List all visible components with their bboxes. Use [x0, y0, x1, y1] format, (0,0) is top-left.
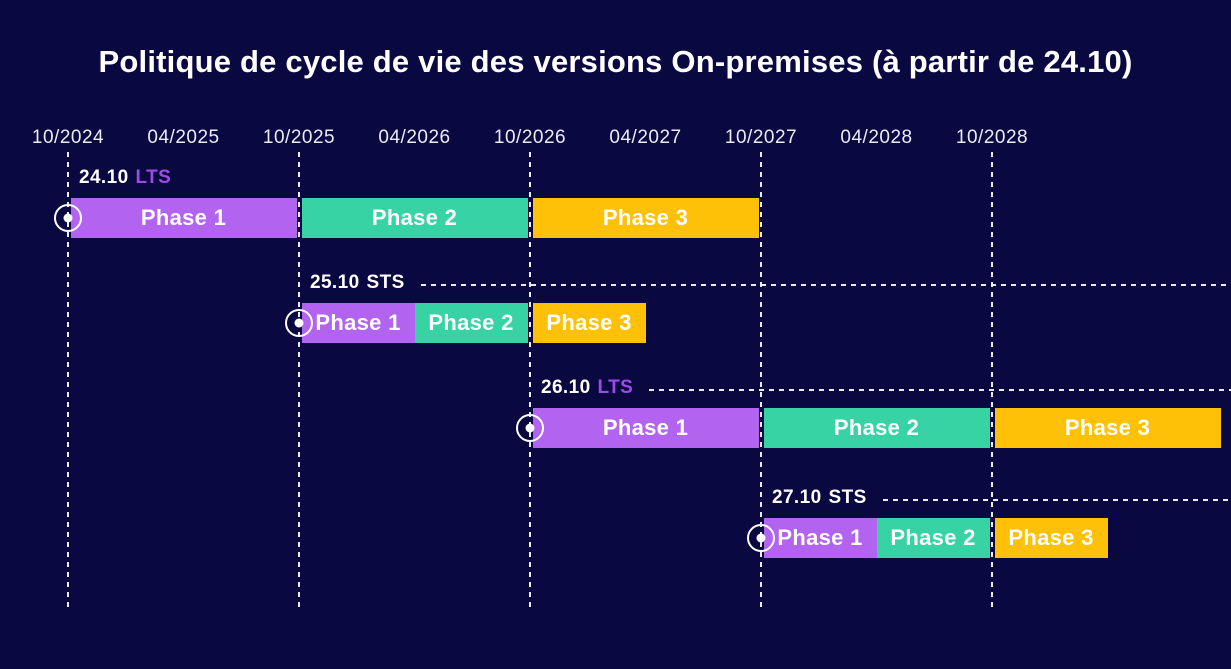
release-label: 26.10 LTS [541, 377, 633, 399]
chart-title: Politique de cycle de vie des versions O… [98, 44, 1133, 79]
phase-bar: Phase 3 [994, 408, 1221, 448]
phase-bar: Phase 3 [532, 198, 759, 238]
phase-label: Phase 2 [371, 205, 458, 230]
phase-bar: Phase 2 [876, 518, 990, 558]
axis-tick: 10/2028 [955, 127, 1029, 148]
release-label: 25.10 STS [310, 272, 405, 294]
phase-label: Phase 2 [890, 525, 976, 550]
axis-tick: 04/2028 [840, 127, 913, 148]
release-channel: LTS [135, 167, 172, 188]
axis-tick: 10/2026 [493, 127, 567, 148]
release-version: 27.10 [772, 487, 822, 508]
phase-bar: Phase 1 [532, 408, 759, 448]
release-label: 27.10 STS [772, 487, 867, 509]
marker-dot [756, 533, 766, 543]
phase-label: Phase 2 [428, 310, 514, 335]
phase-label: Phase 1 [315, 310, 401, 335]
phase-label: Phase 1 [602, 415, 689, 440]
phase-bar: Phase 2 [763, 408, 990, 448]
release-channel: STS [366, 272, 405, 293]
year-gridline [67, 152, 69, 612]
year-gridline [298, 152, 300, 612]
phase-label: Phase 3 [1064, 415, 1151, 440]
axis-tick: 10/2025 [262, 127, 336, 148]
phase-bar: Phase 1 [763, 518, 877, 558]
release-start-marker [747, 524, 775, 552]
axis-tick: 10/2024 [31, 127, 105, 148]
marker-dot [525, 423, 535, 433]
phase-bar: Phase 2 [301, 198, 528, 238]
phase-bar: Phase 3 [994, 518, 1108, 558]
release-label: 24.10 LTS [79, 167, 171, 189]
phase-bar: Phase 1 [301, 303, 415, 343]
release-support-dashline [649, 389, 1231, 391]
release-channel: STS [828, 487, 867, 508]
release-version: 26.10 [541, 377, 591, 398]
release-start-marker [516, 414, 544, 442]
axis-tick: 10/2027 [724, 127, 798, 148]
release-channel: LTS [597, 377, 634, 398]
axis-tick: 04/2027 [609, 127, 682, 148]
release-start-marker [285, 309, 313, 337]
year-gridline [529, 152, 531, 612]
release-support-dashline [421, 284, 1231, 286]
phase-label: Phase 3 [1008, 525, 1094, 550]
phase-label: Phase 1 [777, 525, 863, 550]
release-version: 24.10 [79, 167, 129, 188]
year-gridline [991, 152, 993, 612]
axis-tick: 04/2026 [378, 127, 451, 148]
release-version: 25.10 [310, 272, 360, 293]
release-start-marker [54, 204, 82, 232]
release-support-dashline [883, 499, 1231, 501]
phase-label: Phase 3 [546, 310, 632, 335]
phase-label: Phase 3 [602, 205, 689, 230]
marker-dot [63, 213, 73, 223]
phase-bar: Phase 1 [70, 198, 297, 238]
axis-tick: 04/2025 [147, 127, 220, 148]
phase-label: Phase 1 [140, 205, 227, 230]
year-gridline [760, 152, 762, 612]
phase-bar: Phase 2 [414, 303, 528, 343]
phase-bar: Phase 3 [532, 303, 646, 343]
marker-dot [294, 318, 304, 328]
phase-label: Phase 2 [833, 415, 920, 440]
